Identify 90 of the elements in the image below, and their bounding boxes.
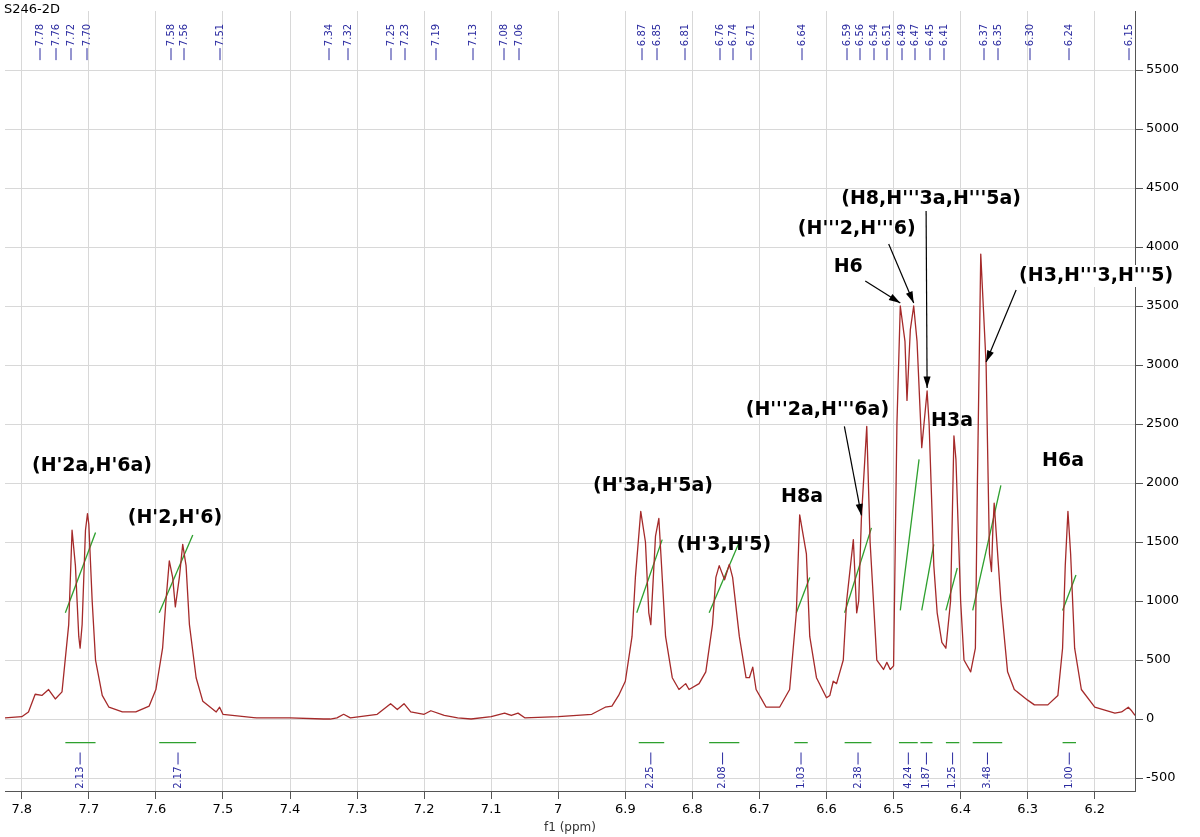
y-tick-label: 3500 [1146, 297, 1180, 313]
annotation: (H8,H'''3a,H'''5a) [841, 185, 1021, 208]
x-tick-label: 6.5 [883, 801, 904, 817]
annotation: 6.37 [977, 23, 989, 47]
annotation: 1.03 [794, 766, 806, 789]
annotation: (H'2,H'6) [127, 504, 223, 527]
annotation: H3a [931, 407, 973, 430]
x-tick-label: 6.8 [682, 801, 703, 817]
y-tick-label: 2000 [1146, 474, 1180, 490]
y-tick-label: 4500 [1146, 179, 1180, 195]
x-tick-label: 7.7 [78, 801, 100, 817]
annotation: 2.13 [73, 766, 85, 789]
annotation: (H'''2,H'''6) [797, 215, 916, 238]
annotation: 7.78 [33, 23, 45, 47]
y-tick-label: 5000 [1146, 120, 1180, 136]
annotation: (H'3a,H'5a) [592, 472, 714, 495]
annotation: 2.25 [644, 766, 656, 789]
annotation: 7.51 [213, 23, 225, 47]
x-axis-title: f1 (ppm) [544, 819, 596, 834]
annotation: 7.58 [164, 23, 176, 47]
annotation: 7.19 [429, 23, 441, 47]
annotation: 6.47 [908, 23, 920, 47]
annotation: 6.76 [713, 23, 725, 47]
annotation: 6.56 [853, 23, 865, 47]
annotation: H6 [833, 253, 863, 276]
annotation: 6.15 [1122, 23, 1134, 47]
y-tick-label: 3000 [1146, 356, 1180, 372]
annotation: 7.34 [322, 23, 334, 47]
x-tick-label: 6.6 [816, 801, 837, 817]
annotation: 6.59 [840, 23, 852, 47]
x-tick-label: 7.3 [346, 801, 368, 817]
annotation: 2.17 [171, 766, 183, 789]
annotation: 6.45 [923, 23, 935, 47]
annotation: 6.54 [867, 23, 879, 47]
annotation: 7.70 [80, 23, 92, 47]
y-tick-label: 500 [1146, 651, 1171, 667]
annotation: (H'2a,H'6a) [31, 452, 153, 475]
x-tick-label: 7.5 [212, 801, 234, 817]
x-tick-label: 6.4 [950, 801, 971, 817]
annotation: 6.87 [635, 23, 647, 47]
x-tick-label: 6.3 [1017, 801, 1039, 817]
x-tick-label: 7.2 [413, 801, 435, 817]
annotation: 6.24 [1062, 23, 1074, 47]
annotation: 6.35 [991, 23, 1003, 47]
y-tick-label: -500 [1146, 769, 1176, 785]
annotation: 7.08 [497, 23, 509, 47]
annotation: 1.25 [946, 766, 958, 789]
annotation: 7.76 [49, 23, 61, 47]
annotation: 7.23 [398, 23, 410, 47]
annotation: 6.71 [744, 23, 756, 47]
y-tick-label: 2500 [1146, 415, 1180, 431]
annotation: (H'''2a,H'''6a) [745, 397, 890, 420]
annotation: 7.13 [466, 23, 478, 47]
x-tick-label: 6.9 [614, 801, 636, 817]
annotation: 4.24 [901, 766, 913, 789]
annotation: 6.64 [795, 23, 807, 47]
annotation: 6.41 [937, 23, 949, 47]
x-tick-label: 7.4 [279, 801, 301, 817]
annotation: 2.38 [851, 766, 863, 789]
annotation: 3.48 [981, 766, 993, 789]
annotation: (H'3,H'5) [676, 531, 772, 554]
y-tick-label: 5500 [1146, 61, 1180, 77]
annotation: (H3,H'''3,H'''5) [1019, 262, 1174, 285]
annotation: 7.25 [384, 23, 396, 47]
annotation: 1.87 [920, 766, 932, 789]
annotation: 7.72 [64, 23, 76, 47]
annotation: 1.00 [1062, 766, 1074, 789]
annotation: 6.81 [678, 23, 690, 47]
annotation: S246-2D [4, 0, 61, 16]
y-tick-label: 1500 [1146, 533, 1180, 549]
annotation: 6.49 [895, 23, 907, 47]
x-tick-label: 7.6 [145, 801, 167, 817]
x-tick-label: 6.7 [749, 801, 770, 817]
y-tick-label: 1000 [1146, 592, 1180, 608]
annotation: 6.51 [880, 23, 892, 47]
annotation: 7.32 [341, 23, 353, 47]
x-tick-label: 6.2 [1084, 801, 1106, 817]
x-tick-label: 7.8 [11, 801, 33, 817]
annotation: 7.56 [177, 23, 189, 47]
annotation: 2.08 [716, 766, 728, 789]
y-tick-label: 4000 [1146, 238, 1180, 254]
x-tick-label: 7 [554, 801, 563, 817]
annotation: 6.85 [650, 23, 662, 47]
annotation: H8a [781, 483, 823, 506]
y-tick-label: 0 [1146, 710, 1155, 726]
annotation: 6.30 [1023, 23, 1035, 47]
annotation: H6a [1042, 447, 1084, 470]
annotation: 6.74 [726, 23, 738, 47]
x-tick-label: 7.1 [480, 801, 502, 817]
annotation: 7.06 [512, 23, 524, 47]
